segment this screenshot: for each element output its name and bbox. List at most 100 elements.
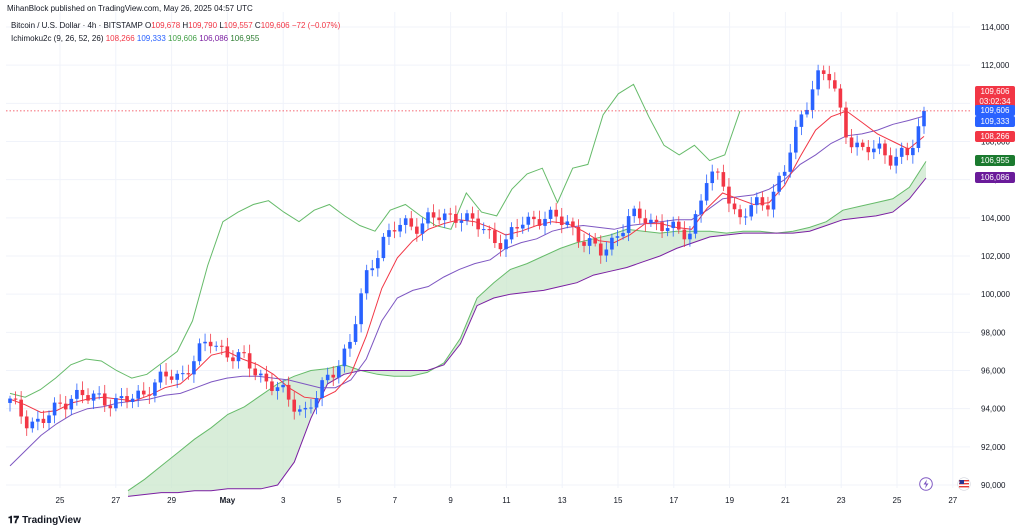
candle-body: [102, 393, 107, 406]
candle-body: [610, 237, 614, 250]
candle-body: [699, 200, 703, 215]
candle-body: [810, 89, 815, 110]
time-tick-label: 7: [393, 496, 398, 505]
candle-body: [214, 345, 219, 347]
candle-body: [598, 243, 603, 256]
symbol-name: Bitcoin / U.S. Dollar · 4h · BITSTAMP: [11, 21, 143, 30]
candle-body: [119, 396, 124, 399]
span-b-axis-tag: 106,086: [975, 172, 1015, 183]
candle-body: [922, 110, 926, 127]
candle-body: [621, 232, 625, 237]
kijun-axis-tag: 109,333: [975, 116, 1015, 127]
candle-body: [381, 236, 386, 259]
candle-body: [916, 126, 921, 148]
time-tick-label: 3: [281, 496, 286, 505]
candle-body: [136, 390, 140, 399]
candle-body: [231, 357, 235, 362]
span-b-line: [127, 177, 927, 497]
candle-body: [125, 396, 129, 402]
candle-body: [236, 352, 241, 362]
candle-body: [47, 415, 51, 424]
candle-body: [671, 221, 676, 229]
tradingview-logo-icon: 𝟏𝟕: [8, 515, 20, 526]
candle-body: [470, 213, 475, 219]
time-tick-label: 13: [558, 496, 567, 505]
candle-body: [587, 238, 592, 246]
lightning-icon[interactable]: [919, 477, 933, 491]
candle-body: [743, 216, 748, 218]
indicator-kijun-value: 109,333: [136, 34, 166, 43]
candle-body: [164, 371, 168, 377]
close-label: C: [254, 21, 261, 30]
candle-body: [548, 209, 553, 219]
candle-body: [883, 143, 887, 156]
candle-body: [465, 213, 469, 221]
candle-body: [872, 148, 876, 153]
candle-body: [30, 421, 35, 429]
candle-body: [571, 221, 575, 227]
price-tick-label: 104,000: [981, 214, 1010, 223]
time-tick-label: 25: [56, 496, 65, 505]
chikou-axis-tag: 109,606: [975, 105, 1015, 116]
candle-body: [197, 343, 202, 362]
candle-body: [75, 389, 79, 399]
time-tick-label: 21: [781, 496, 790, 505]
candle-body: [247, 353, 252, 369]
candle-body: [91, 393, 96, 401]
candle-body: [376, 258, 380, 269]
high-label: H: [182, 21, 189, 30]
candle-body: [454, 213, 458, 223]
candle-body: [370, 268, 375, 271]
candle-body: [860, 142, 865, 147]
candle-body: [794, 126, 798, 153]
time-tick-label: 19: [725, 496, 734, 505]
candle-body: [41, 418, 46, 424]
indicator-legend: Ichimoku2c (9, 26, 52, 26) 108,266 109,3…: [11, 34, 259, 43]
candle-body: [877, 143, 882, 149]
candle-body: [153, 382, 157, 396]
candle-body: [476, 218, 480, 230]
candle-body: [493, 230, 497, 244]
candle-body: [721, 172, 726, 187]
indicator-tenkan-value: 108,266: [105, 34, 135, 43]
span-a-axis-tag: 106,955: [975, 155, 1015, 166]
candle-body: [275, 387, 280, 392]
time-tick-label: 23: [837, 496, 846, 505]
candle-body: [325, 374, 330, 381]
candle-body: [582, 241, 586, 246]
candle-body: [520, 224, 525, 229]
candle-body: [415, 226, 419, 234]
kijun-line: [9, 115, 925, 467]
candle-body: [186, 373, 191, 375]
candle-body: [24, 416, 29, 429]
candle-body: [760, 197, 765, 206]
price-tick-label: 98,000: [981, 328, 1006, 337]
time-tick-label: 15: [614, 496, 623, 505]
candle-body: [337, 366, 341, 378]
candle-body: [459, 220, 464, 223]
candle-body: [559, 216, 564, 226]
candle-body: [13, 398, 18, 400]
price-tick-label: 108,000: [981, 138, 1010, 147]
candle-body: [838, 88, 843, 108]
candle-body: [537, 219, 542, 226]
candle-body: [442, 213, 447, 221]
us-flag-icon[interactable]: [957, 477, 971, 491]
candle-body: [604, 249, 609, 256]
tenkan-line: [9, 110, 925, 414]
candle-body: [615, 236, 620, 238]
candle-body: [738, 209, 742, 218]
open-value: 109,678: [151, 21, 181, 30]
candle-body: [637, 208, 642, 219]
time-tick-label: 29: [167, 496, 176, 505]
candle-body: [158, 371, 163, 383]
candle-body: [270, 381, 274, 392]
candle-body: [141, 390, 146, 395]
candle-body: [643, 218, 648, 224]
time-axis[interactable]: 25 27 29 May 3 5 7 9 11 13 15 17 19 21 23 25 27: [56, 496, 958, 505]
time-tick-label: 11: [502, 496, 511, 505]
candle-body: [36, 418, 40, 422]
candle-body: [253, 368, 258, 376]
candle-body: [403, 218, 408, 225]
